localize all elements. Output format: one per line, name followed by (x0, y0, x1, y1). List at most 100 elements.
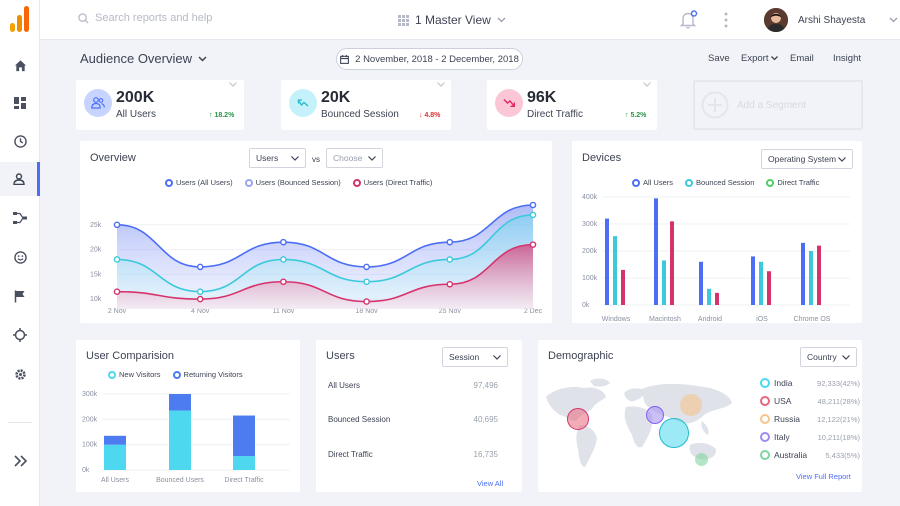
add-segment-button[interactable]: Add a Segment (693, 80, 863, 130)
save-button[interactable]: Save (708, 53, 730, 64)
x-tick-label: 2 Dec (524, 308, 543, 315)
x-tick-label: 4 Nov (191, 308, 210, 315)
overview-title: Overview (90, 152, 136, 164)
country-row[interactable]: India 92,333(42%) (760, 378, 860, 388)
kpi-card-direct-traffic[interactable]: 96K Direct Traffic ↑ 5.2% (487, 80, 657, 130)
master-view-selector[interactable]: 1 Master View (398, 13, 506, 27)
map-bubble-italy[interactable] (646, 406, 664, 424)
country-row[interactable]: Russia 12,122(21%) (760, 414, 860, 424)
x-tick-label: 2 Nov (108, 308, 127, 315)
map-bubble-india[interactable] (659, 418, 689, 448)
more-vertical-icon[interactable] (724, 12, 728, 28)
kpi-card-all-users[interactable]: 200K All Users ↑ 18.2% (76, 80, 244, 130)
date-range-picker[interactable]: 2 November, 2018 - 2 December, 2018 (336, 48, 523, 70)
data-point (280, 256, 287, 263)
search-bar[interactable]: Search reports and help (78, 12, 212, 24)
bar (613, 236, 617, 305)
legend-item[interactable]: All Users (632, 178, 673, 187)
data-point (280, 278, 287, 286)
y-tick-label: 300k (582, 221, 598, 228)
country-swatch (760, 396, 770, 406)
country-swatch (760, 432, 770, 442)
bar (670, 221, 674, 305)
chevron-down-icon[interactable] (229, 82, 237, 87)
users-row[interactable]: Bounced Session 40,695 (328, 415, 498, 424)
overview-legend: Users (All Users) Users (Bounced Session… (165, 178, 432, 187)
search-input[interactable]: Search reports and help (95, 12, 213, 24)
bar (759, 261, 763, 305)
kpi-card-bounced-session[interactable]: 20K Bounced Session ↓ 4.8% (281, 80, 451, 130)
arrow-down-icon: ↓ (419, 112, 425, 119)
legend-item[interactable]: New Visitors (108, 370, 161, 379)
x-tick-label: Android (698, 316, 722, 323)
legend-item[interactable]: Users (All Users) (165, 178, 233, 187)
avatar (764, 8, 788, 32)
audience-icon[interactable] (0, 162, 40, 196)
map-bubble-russia[interactable] (680, 394, 702, 416)
country-select[interactable]: Country (800, 347, 857, 367)
legend-swatch (165, 178, 173, 187)
bell-icon[interactable] (680, 10, 698, 30)
users-session-select[interactable]: Session (442, 347, 508, 367)
y-tick-label: 100k (82, 442, 98, 449)
legend-label: New Visitors (119, 370, 161, 379)
view-all-link[interactable]: View All (477, 479, 504, 488)
bar (654, 198, 658, 305)
user-menu[interactable]: Arshi Shayesta (764, 8, 898, 32)
country-value: 48,211(28%) (817, 396, 860, 406)
legend-label: Users (All Users) (176, 178, 233, 187)
gear-icon[interactable] (0, 357, 40, 391)
home-icon[interactable] (0, 48, 40, 82)
chevron-down-icon[interactable] (437, 82, 445, 87)
data-point (529, 201, 537, 209)
legend-item[interactable]: Users (Bounced Session) (244, 178, 341, 187)
y-tick-label: 0k (82, 467, 90, 474)
smiley-icon[interactable] (0, 240, 40, 274)
bar (621, 269, 625, 305)
devices-title: Devices (582, 152, 622, 164)
arrow-up-icon: ↑ (209, 112, 215, 119)
country-row[interactable]: Italy 10,211(18%) (760, 432, 860, 442)
overview-metric-select[interactable]: Users (249, 148, 306, 168)
legend-item[interactable]: Bounced Session (685, 178, 754, 187)
acquisition-icon[interactable] (0, 201, 40, 235)
export-button[interactable]: Export (741, 53, 779, 64)
dashboard-icon[interactable] (0, 86, 40, 120)
legend-swatch (108, 370, 116, 379)
flag-icon[interactable] (0, 279, 40, 313)
users-row[interactable]: Direct Traffic 16,735 (328, 450, 498, 459)
expand-sidebar-icon[interactable] (0, 444, 40, 478)
chevron-down-icon (497, 17, 506, 23)
users-row[interactable]: All Users 97,496 (328, 381, 498, 390)
compare-metric-select[interactable]: Choose (326, 148, 383, 168)
legend-item[interactable]: Users (Direct Traffic) (352, 178, 432, 187)
user-name: Arshi Shayesta (798, 14, 866, 26)
chevron-down-icon[interactable] (643, 82, 651, 87)
y-tick-label: 200k (582, 248, 598, 255)
page-title[interactable]: Audience Overview (80, 51, 207, 66)
legend-item[interactable]: Returning Visitors (172, 370, 243, 379)
legend-item[interactable]: Direct Traffic (766, 178, 819, 187)
target-icon[interactable] (0, 318, 40, 352)
clock-icon[interactable] (0, 124, 40, 158)
x-tick-label: 18 Nov (356, 308, 379, 315)
legend-swatch (632, 178, 640, 187)
email-button[interactable]: Email (790, 53, 814, 64)
country-row[interactable]: Australia 5,433(5%) (760, 450, 860, 460)
users-row-label: Direct Traffic (328, 450, 373, 459)
insight-button[interactable]: Insight (833, 53, 861, 64)
devices-select[interactable]: Operating System (761, 149, 853, 169)
overview-metric-value: Users (256, 153, 279, 163)
kpi-change-value: 5.2% (630, 112, 647, 119)
map-bubble-australia[interactable] (695, 453, 708, 466)
country-name: India (774, 378, 793, 388)
map-bubble-usa[interactable] (567, 408, 589, 430)
view-full-report-link[interactable]: View Full Report (796, 472, 851, 481)
area-fill (117, 244, 533, 309)
compare-metric-value: Choose (333, 153, 363, 163)
kpi-value: 200K (116, 89, 155, 106)
country-row[interactable]: USA 48,211(28%) (760, 396, 860, 406)
analytics-logo-icon[interactable] (8, 5, 32, 38)
data-point (446, 280, 454, 288)
bar (662, 260, 666, 305)
